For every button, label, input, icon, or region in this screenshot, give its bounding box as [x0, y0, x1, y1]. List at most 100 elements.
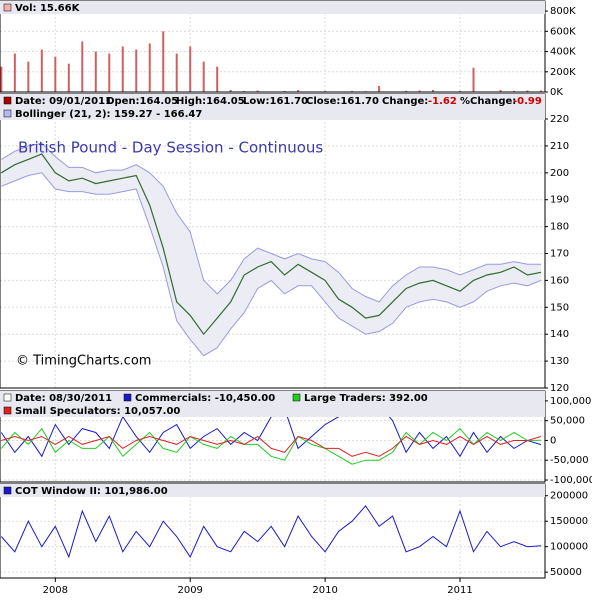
volume-bar [189, 46, 192, 92]
volume-bar [40, 49, 43, 92]
y-tick-label: 150000 [550, 516, 588, 527]
headers: Vol: 15.66K Date: 09/01/2011 Open:164.05… [0, 1, 545, 497]
header-date: Date: 09/01/2011 [15, 96, 112, 107]
y-tick-label: 150 [550, 302, 569, 313]
y-tick-label: 0K [550, 87, 563, 98]
volume-bar [94, 51, 97, 92]
volume-bar [526, 90, 529, 92]
legend-swatch [123, 393, 132, 402]
y-tick-label: 210 [550, 141, 569, 152]
y-tick-label: 50,000 [550, 416, 585, 427]
header-close: Close:161.70 [306, 96, 379, 107]
header-pct-change: -0.99 [513, 96, 542, 107]
header-change-label: Change: [382, 96, 428, 107]
volume-bar [459, 90, 462, 92]
header-strip [0, 1, 545, 14]
plot-area [0, 1, 545, 92]
series-line [0, 153, 542, 336]
series-line [0, 505, 542, 559]
legend-swatch [3, 406, 12, 415]
volume-bar [283, 90, 286, 92]
volume-bar [324, 90, 327, 92]
volume-bar [418, 90, 421, 92]
cot-date: Date: 08/30/2011 [15, 393, 112, 404]
y-tick-label: 130 [550, 356, 569, 367]
volume-bar [432, 89, 435, 92]
volume-label: Vol: 15.66K [15, 3, 81, 14]
y-tick-label: 600K [550, 26, 576, 37]
series-line [1, 435, 542, 457]
volume-bar [297, 89, 300, 92]
header-strip [0, 484, 545, 497]
volume-bar [81, 41, 84, 92]
legend-swatch [3, 3, 12, 12]
volume-bar [108, 53, 111, 92]
volume-bar [216, 66, 219, 92]
header-strip [0, 391, 545, 417]
volume-bar [378, 85, 381, 92]
x-tick-label: 2011 [447, 585, 472, 596]
y-tick-label: 800K [550, 6, 576, 17]
header-change: -1.62 [428, 96, 457, 107]
legend-swatch [3, 486, 12, 495]
volume-bar [539, 90, 542, 92]
volume-bar [243, 90, 246, 92]
volume-bar [472, 67, 475, 92]
plot-area [0, 484, 545, 578]
x-tick-label: 2009 [177, 585, 202, 596]
volume-bar [256, 90, 259, 92]
y-tick-label: 140 [550, 329, 569, 340]
y-tick-label: 100,000 [550, 396, 591, 407]
volume-bar [121, 46, 124, 92]
volume-bar [202, 61, 205, 92]
volume-bar [148, 43, 151, 92]
series-line [0, 427, 542, 465]
volume-bar [512, 90, 515, 92]
series-line [1, 172, 542, 357]
y-tick-label: 200 [550, 168, 569, 179]
header-low: Low:161.70 [243, 96, 308, 107]
legend-swatch [3, 96, 12, 105]
volume-bar [0, 66, 3, 92]
volume-bar [351, 90, 354, 92]
volume-bar [175, 53, 178, 92]
y-tick-label: -50,000 [550, 455, 589, 466]
volume-bar [13, 53, 16, 92]
legend-entry: Commercials: -10,450.00 [135, 393, 275, 404]
volume-bar [54, 56, 57, 92]
y-tick-label: 0 [550, 435, 556, 446]
band-fill [1, 143, 541, 356]
legend-swatch [3, 393, 12, 402]
x-tick-label: 2008 [43, 585, 68, 596]
y-tick-label: 200000 [550, 491, 588, 502]
y-tick-label: 160 [550, 275, 569, 286]
y-tick-label: 120 [550, 383, 569, 394]
header-high: High:164.05 [176, 96, 245, 107]
volume-bar [27, 61, 30, 92]
volume-bar [405, 90, 408, 92]
legend-entry: Small Speculators: 10,057.00 [15, 406, 180, 417]
header-pct-change-label: %Change: [460, 96, 516, 107]
legend-entry: COT Window II: 101,986.00 [15, 486, 168, 497]
volume-bar [135, 49, 138, 92]
y-tick-label: 180 [550, 222, 569, 233]
y-tick-label: 50000 [550, 567, 582, 578]
chart-title: British Pound - Day Session - Continuous [18, 139, 323, 157]
y-tick-label: 100000 [550, 542, 588, 553]
header-strip [0, 94, 545, 120]
volume-bar [162, 31, 165, 92]
y-tick-label: 190 [550, 195, 569, 206]
bollinger-label: Bollinger (21, 2): 159.27 - 166.47 [15, 109, 202, 120]
legend-entry: Large Traders: 392.00 [304, 393, 428, 404]
plot-area [0, 94, 545, 388]
y-tick-label: 200K [550, 67, 576, 78]
volume-bar [229, 89, 232, 92]
y-tick-label: -100,000 [550, 475, 592, 486]
y-tick-label: 170 [550, 249, 569, 260]
header-open: Open:164.05 [106, 96, 178, 107]
legend-swatch [3, 109, 12, 118]
y-tick-label: 400K [550, 47, 576, 58]
y-tick-label: 220 [550, 114, 569, 125]
